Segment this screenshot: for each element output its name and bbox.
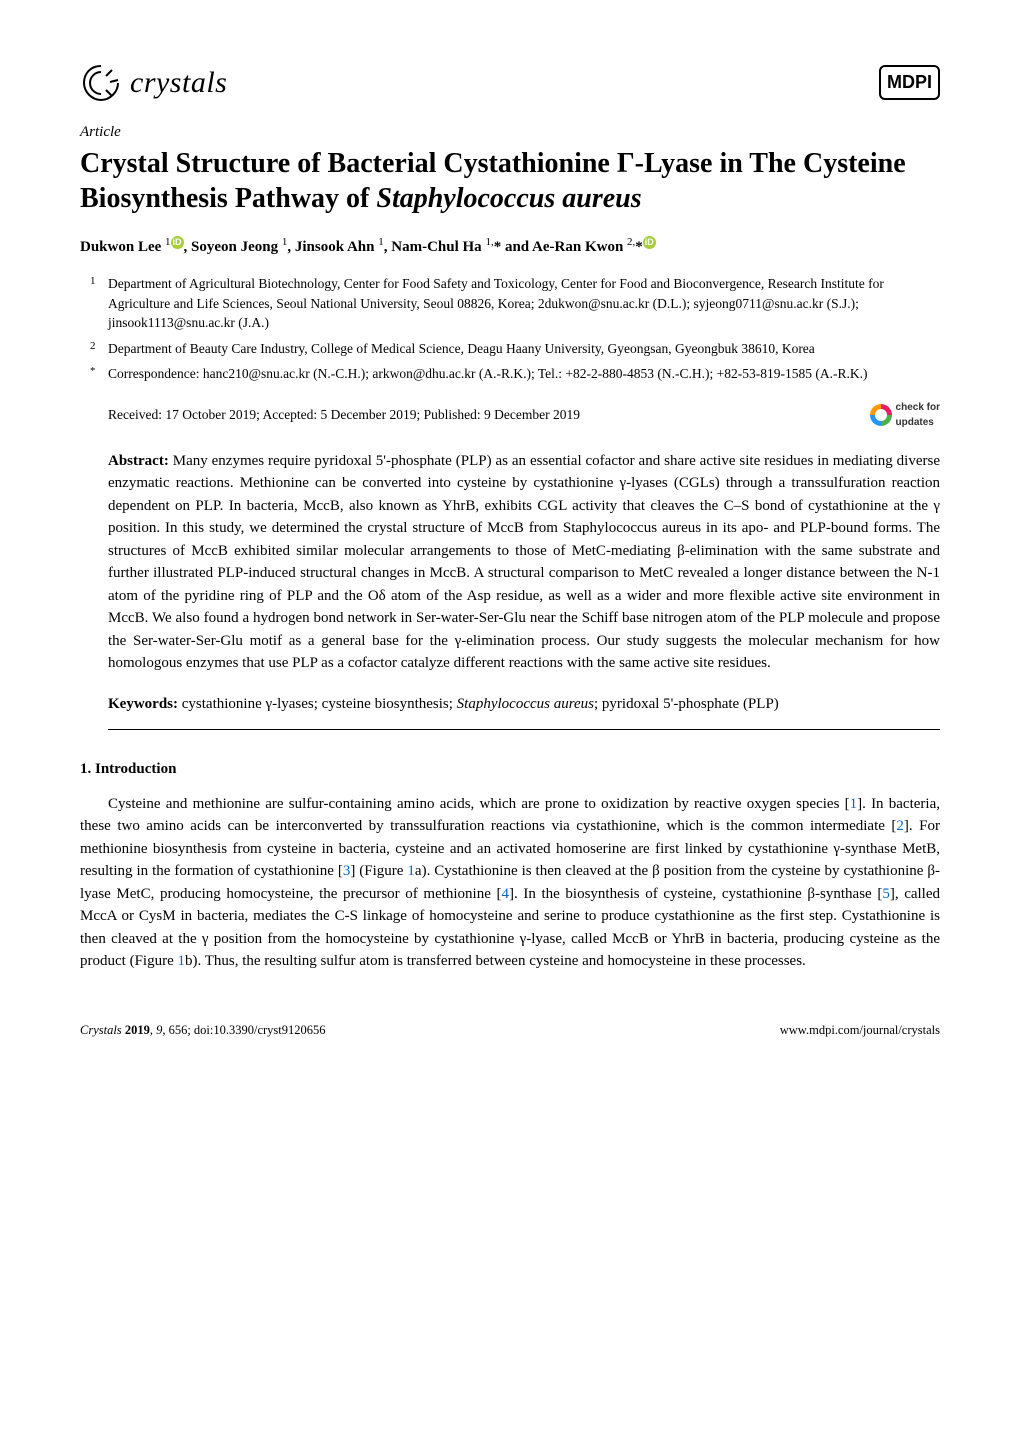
affiliation-text: Department of Beauty Care Industry, Coll… (108, 339, 940, 359)
keywords: Keywords: cystathionine γ-lyases; cystei… (108, 693, 940, 716)
keywords-label: Keywords: (108, 696, 178, 712)
keywords-text: cystathionine γ-lyases; cysteine biosynt… (178, 696, 779, 712)
abstract-label: Abstract: (108, 453, 169, 469)
article-title: Crystal Structure of Bacterial Cystathio… (80, 146, 940, 216)
citation-link[interactable]: 5 (882, 886, 890, 902)
publication-dates: Received: 17 October 2019; Accepted: 5 D… (108, 405, 580, 425)
figure-link[interactable]: 1 (407, 863, 415, 879)
crystals-logo-icon (80, 62, 122, 104)
check-updates-label: check for updates (896, 400, 940, 430)
figure-link[interactable]: 1 (177, 953, 185, 969)
divider (108, 729, 940, 730)
footer-right: www.mdpi.com/journal/crystals (780, 1021, 940, 1040)
title-species: Staphylococcus aureus (376, 183, 641, 214)
affiliations: 1Department of Agricultural Biotechnolog… (108, 274, 940, 384)
citation-link[interactable]: 2 (896, 818, 904, 834)
affiliation-item: 1Department of Agricultural Biotechnolog… (108, 274, 940, 333)
check-line2: updates (896, 417, 934, 428)
affiliation-text: Correspondence: hanc210@snu.ac.kr (N.-C.… (108, 364, 940, 384)
affiliation-item: 2Department of Beauty Care Industry, Col… (108, 339, 940, 359)
crossmark-icon (870, 404, 892, 426)
header-row: crystals MDPI (80, 60, 940, 105)
page-footer: Crystals 2019, 9, 656; doi:10.3390/cryst… (80, 1021, 940, 1040)
abstract-text: Many enzymes require pyridoxal 5'-phosph… (108, 453, 940, 672)
intro-paragraph: Cysteine and methionine are sulfur-conta… (80, 793, 940, 973)
author-list: Dukwon Lee 1iD, Soyeon Jeong 1, Jinsook … (80, 234, 940, 259)
check-line1: check for (896, 402, 940, 413)
check-for-updates-badge[interactable]: check for updates (870, 400, 940, 430)
journal-logo: crystals (80, 60, 227, 105)
section-1-heading: 1. Introduction (80, 758, 940, 781)
journal-name: crystals (130, 60, 227, 105)
citation-link[interactable]: 4 (502, 886, 510, 902)
footer-left: Crystals 2019, 9, 656; doi:10.3390/cryst… (80, 1021, 326, 1040)
article-type: Article (80, 121, 940, 144)
affiliation-item: *Correspondence: hanc210@snu.ac.kr (N.-C… (108, 364, 940, 384)
affiliation-text: Department of Agricultural Biotechnology… (108, 274, 940, 333)
dates-row: Received: 17 October 2019; Accepted: 5 D… (108, 400, 940, 430)
affiliation-marker: 1 (90, 274, 108, 333)
mdpi-logo: MDPI (879, 65, 940, 100)
citation-link[interactable]: 1 (850, 796, 858, 812)
affiliation-marker: 2 (90, 339, 108, 359)
citation-link[interactable]: 3 (343, 863, 351, 879)
affiliation-marker: * (90, 364, 108, 384)
abstract: Abstract: Many enzymes require pyridoxal… (108, 450, 940, 675)
